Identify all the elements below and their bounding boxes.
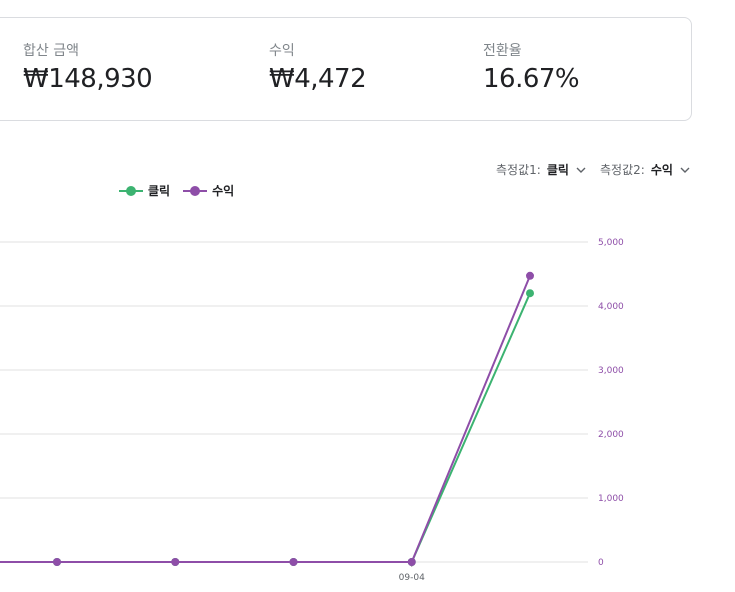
y-tick-label: 4,000 <box>598 302 624 312</box>
data-point-clicks <box>526 289 534 298</box>
metric1-dropdown[interactable]: 측정값1: 클릭 <box>496 161 587 178</box>
chevron-down-icon <box>680 167 690 173</box>
series-line-clicks <box>0 292 531 563</box>
y-tick-label: 5,000 <box>598 238 624 248</box>
y-tick-label: 3,000 <box>598 366 624 376</box>
x-tick-label: 09-04 <box>399 573 425 583</box>
metric1-label: 측정값1: <box>496 163 541 177</box>
y-tick-label: 1,000 <box>598 494 624 504</box>
legend-item-clicks[interactable]: 클릭 <box>118 182 170 199</box>
legend-label-clicks: 클릭 <box>148 184 171 198</box>
series-line-revenue <box>0 275 531 563</box>
total-amount-label: 합산 금액 <box>23 43 79 59</box>
summary-card: 합산 금액 ₩148,930 수익 ₩4,472 전환율 16.67% <box>0 17 692 121</box>
legend-label-revenue: 수익 <box>212 184 235 198</box>
chevron-down-icon <box>576 167 586 173</box>
metric2-label: 측정값2: <box>600 163 645 177</box>
legend-item-revenue[interactable]: 수익 <box>182 182 234 199</box>
metric1-value: 클릭 <box>546 163 569 177</box>
chart-legend: 클릭 수익 <box>118 182 234 199</box>
data-point-revenue <box>289 558 298 566</box>
legend-swatch-clicks <box>119 185 143 196</box>
revenue-value: ₩4,472 <box>269 64 367 94</box>
metric2-value: 수익 <box>650 163 673 177</box>
conversion-label: 전환율 <box>483 43 522 59</box>
data-point-revenue <box>526 271 534 280</box>
conversion-value: 16.67% <box>483 64 580 94</box>
y-tick-label: 0 <box>598 558 604 568</box>
revenue-label: 수익 <box>269 43 295 59</box>
metric2-dropdown[interactable]: 측정값2: 수익 <box>600 161 691 178</box>
y-tick-label: 2,000 <box>598 430 624 440</box>
data-point-revenue <box>53 558 61 566</box>
legend-swatch-revenue <box>183 185 208 196</box>
data-point-revenue <box>171 558 180 566</box>
total-amount-value: ₩148,930 <box>23 64 153 94</box>
data-point-revenue <box>407 558 416 566</box>
